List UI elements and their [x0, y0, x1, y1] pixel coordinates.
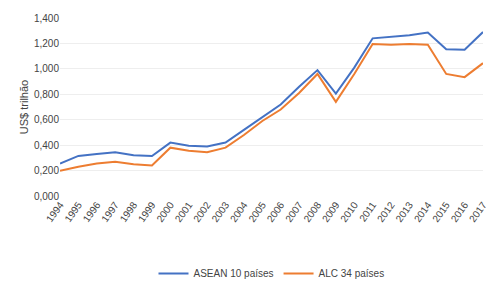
svg-text:2011: 2011	[357, 199, 379, 223]
svg-text:2016: 2016	[449, 199, 471, 224]
svg-text:2012: 2012	[375, 199, 397, 224]
svg-text:0,000: 0,000	[34, 191, 59, 202]
svg-text:2010: 2010	[338, 199, 360, 224]
svg-text:1999: 1999	[136, 199, 158, 224]
svg-text:2017: 2017	[467, 199, 489, 224]
svg-text:2007: 2007	[283, 199, 305, 224]
svg-text:2006: 2006	[265, 199, 287, 224]
svg-text:2008: 2008	[301, 199, 323, 224]
svg-text:0,200: 0,200	[34, 165, 59, 176]
svg-text:1,000: 1,000	[34, 63, 59, 74]
svg-text:1997: 1997	[99, 199, 121, 224]
svg-text:1998: 1998	[118, 199, 140, 224]
svg-text:1996: 1996	[81, 199, 103, 224]
svg-text:2009: 2009	[320, 199, 342, 224]
svg-text:2003: 2003	[209, 199, 231, 224]
svg-text:US$ trilhão: US$ trilhão	[18, 80, 30, 134]
svg-text:0,600: 0,600	[34, 114, 59, 125]
svg-text:0,400: 0,400	[34, 140, 59, 151]
svg-text:2013: 2013	[393, 199, 415, 224]
svg-text:2001: 2001	[173, 199, 195, 224]
svg-text:1,400: 1,400	[34, 13, 59, 24]
svg-text:0,800: 0,800	[34, 89, 59, 100]
svg-text:2000: 2000	[154, 199, 176, 224]
svg-text:2004: 2004	[228, 199, 250, 224]
svg-text:ASEAN 10 países: ASEAN 10 países	[194, 268, 274, 279]
svg-text:1994: 1994	[44, 199, 66, 224]
svg-text:1,200: 1,200	[34, 38, 59, 49]
svg-text:2015: 2015	[430, 199, 452, 224]
svg-text:2014: 2014	[412, 199, 434, 224]
svg-text:1995: 1995	[62, 199, 84, 224]
svg-text:ALC 34 países: ALC 34 países	[319, 268, 385, 279]
svg-text:2002: 2002	[191, 199, 213, 224]
svg-text:2005: 2005	[246, 199, 268, 224]
